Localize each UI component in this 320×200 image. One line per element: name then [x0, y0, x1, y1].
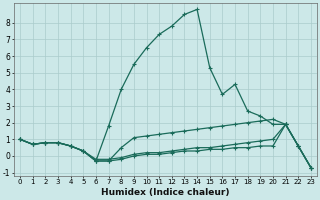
X-axis label: Humidex (Indice chaleur): Humidex (Indice chaleur)	[101, 188, 230, 197]
